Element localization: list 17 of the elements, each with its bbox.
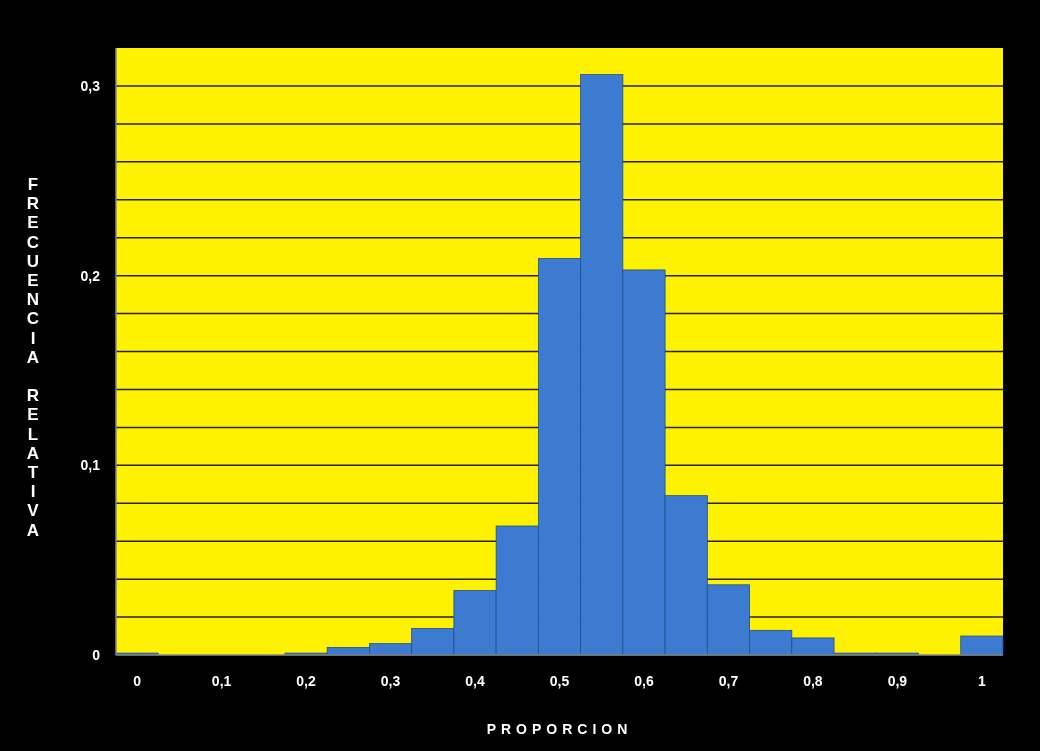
y-tick-label: 0,1 (80, 457, 101, 474)
x-axis-title: PROPORCION (486, 721, 633, 737)
x-tick-label: 1 (977, 673, 986, 689)
x-tick-label: 0,9 (887, 673, 908, 689)
x-tick-label: 0,6 (634, 673, 654, 689)
x-tick-label: 0,5 (549, 673, 570, 689)
x-tick-label: 0 (133, 673, 142, 689)
x-tick-label: 0,3 (380, 673, 401, 689)
y-tick-label: 0,2 (80, 267, 101, 284)
x-tick-label: 0,4 (465, 673, 485, 689)
x-tick-label: 0,1 (211, 673, 232, 689)
text: FRECUENCIA RELATIVA (26, 175, 40, 540)
x-tick-label: 0,7 (718, 673, 739, 689)
x-tick-label: 0,2 (296, 673, 317, 689)
y-tick-label: 0 (92, 646, 101, 663)
y-tick-label: 0,3 (80, 77, 101, 94)
x-tick-label: 0,8 (803, 673, 823, 689)
